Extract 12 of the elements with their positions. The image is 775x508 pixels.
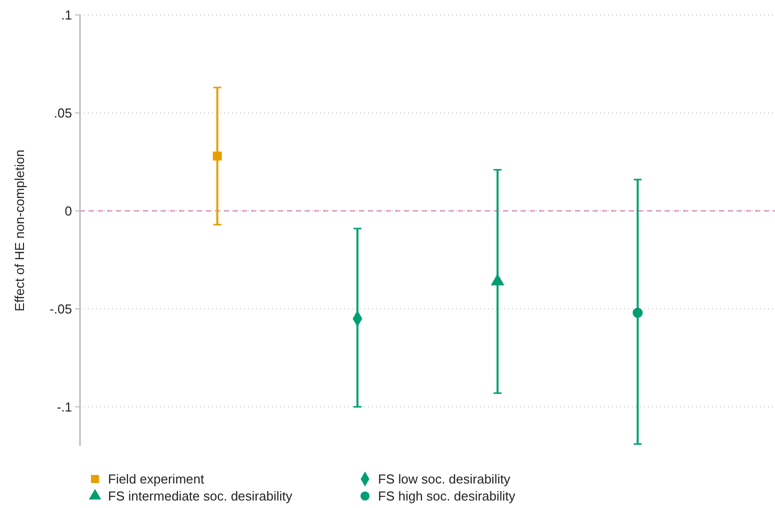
point	[632, 308, 643, 318]
legend-label: FS intermediate soc. desirability	[108, 488, 293, 504]
y-tick-label: -.05	[50, 301, 72, 316]
y-tick-label: -.1	[56, 399, 72, 414]
y-tick-label: 0	[64, 203, 72, 218]
y-tick-label: .05	[54, 106, 72, 121]
legend-label: FS low soc. desirability	[378, 472, 511, 487]
point	[212, 152, 222, 161]
legend-label: FS high soc. desirability	[378, 488, 516, 504]
y-axis-title: Effect of HE non-completion	[12, 150, 27, 312]
legend-label: Field experiment	[108, 472, 204, 487]
y-tick-label: .1	[61, 8, 72, 23]
